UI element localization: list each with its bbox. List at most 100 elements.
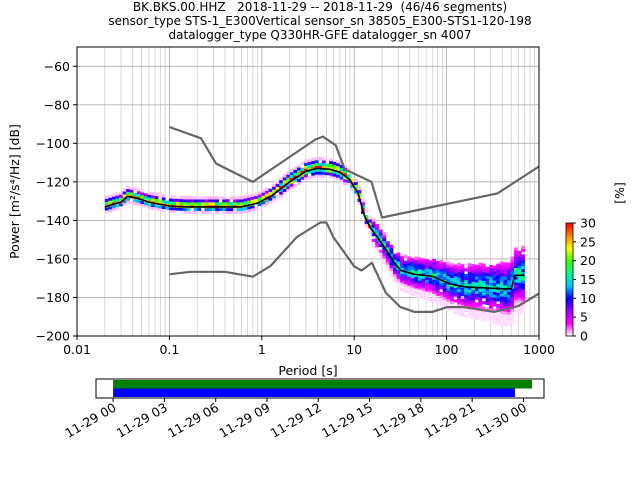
histogram-cell: [481, 277, 486, 282]
histogram-cell: [336, 162, 340, 167]
histogram-cell: [158, 193, 163, 197]
histogram-cell: [147, 203, 152, 207]
histogram-cell: [467, 289, 472, 293]
histogram-cell: [410, 278, 415, 282]
histogram-cell: [503, 293, 508, 298]
histogram-cell: [357, 186, 362, 191]
histogram-cell: [428, 286, 433, 290]
histogram-cell: [467, 271, 472, 276]
histogram-cell: [514, 296, 518, 300]
histogram-cell: [417, 257, 422, 261]
histogram-cell: [421, 278, 426, 282]
histogram-cell: [460, 307, 465, 311]
histogram-cell: [108, 206, 113, 210]
histogram-cell: [439, 297, 444, 301]
histogram-cell: [282, 185, 287, 190]
histogram-cell: [186, 199, 191, 203]
histogram-cell: [510, 294, 515, 298]
histogram-cell: [439, 274, 444, 278]
histogram-cell: [179, 201, 184, 206]
histogram-cell: [389, 267, 394, 272]
histogram-cell: [467, 303, 472, 307]
histogram-cell: [464, 279, 469, 284]
histogram-cell: [339, 167, 344, 171]
histogram-cell: [119, 191, 123, 195]
histogram-cell: [364, 223, 369, 227]
histogram-cell: [499, 290, 504, 294]
histogram-cell: [339, 179, 344, 183]
histogram-cell: [471, 284, 476, 288]
histogram-cell: [179, 196, 184, 200]
histogram-cell: [307, 170, 312, 174]
histogram-cell: [460, 290, 465, 294]
histogram-cell: [521, 306, 525, 310]
histogram-cell: [311, 166, 316, 170]
histogram-cell: [439, 300, 444, 304]
histogram-cell: [435, 289, 440, 294]
histogram-cell: [111, 193, 116, 197]
histogram-cell: [453, 299, 458, 303]
histogram-cell: [414, 256, 419, 260]
histogram-cell: [457, 297, 461, 301]
histogram-cell: [254, 198, 259, 202]
histogram-cell: [503, 288, 508, 292]
histogram-cell: [293, 178, 298, 182]
histogram-cell: [492, 311, 497, 316]
histogram-cell: [485, 298, 490, 303]
histogram-cell: [385, 244, 390, 248]
histogram-cell: [247, 200, 252, 204]
histogram-cell: [300, 162, 305, 166]
histogram-cell: [485, 293, 490, 297]
histogram-cell: [154, 207, 159, 211]
histogram-cell: [471, 287, 476, 291]
histogram-cell: [439, 260, 444, 264]
histogram-cell: [104, 210, 109, 214]
histogram-cell: [361, 205, 365, 209]
histogram-cell: [521, 309, 525, 313]
histogram-cell: [375, 232, 380, 236]
histogram-cell: [193, 202, 198, 206]
histogram-cell: [499, 278, 504, 283]
histogram-cell: [122, 191, 127, 195]
histogram-cell: [403, 275, 408, 279]
histogram-cell: [314, 165, 319, 169]
histogram-cell: [503, 311, 508, 315]
histogram-cell: [168, 209, 173, 214]
histogram-cell: [517, 276, 522, 281]
histogram-cell: [264, 187, 269, 191]
histogram-cell: [126, 200, 131, 204]
histogram-cell: [378, 255, 383, 259]
histogram-cell: [389, 273, 394, 277]
histogram-cell: [492, 288, 497, 293]
histogram-cell: [471, 304, 476, 308]
histogram-cell: [286, 185, 291, 190]
histogram-cell: [382, 243, 387, 248]
histogram-cell: [385, 258, 390, 262]
histogram-cell: [232, 202, 237, 206]
histogram-cell: [503, 270, 508, 274]
histogram-cell: [478, 297, 483, 301]
histogram-cell: [400, 282, 405, 286]
histogram-cell: [489, 311, 493, 315]
histogram-cell: [442, 276, 447, 280]
histogram-cell: [385, 264, 390, 268]
histogram-cell: [460, 287, 465, 291]
timeline-bar: [113, 388, 515, 397]
histogram-cell: [474, 264, 479, 268]
histogram-cell: [325, 166, 330, 170]
colorbar-tick-label: 30: [580, 216, 596, 231]
histogram-cell: [222, 207, 227, 212]
histogram-cell: [496, 263, 501, 267]
histogram-cell: [449, 300, 454, 305]
histogram-cell: [279, 191, 284, 195]
histogram-cell: [446, 284, 451, 288]
histogram-cell: [432, 258, 437, 263]
histogram-cell: [510, 311, 515, 315]
histogram-cell: [521, 245, 525, 249]
histogram-cell: [439, 283, 444, 287]
histogram-cell: [357, 192, 362, 196]
histogram-cell: [467, 280, 472, 284]
histogram-cell: [478, 282, 483, 287]
histogram-cell: [421, 264, 426, 268]
histogram-cell: [229, 196, 234, 200]
